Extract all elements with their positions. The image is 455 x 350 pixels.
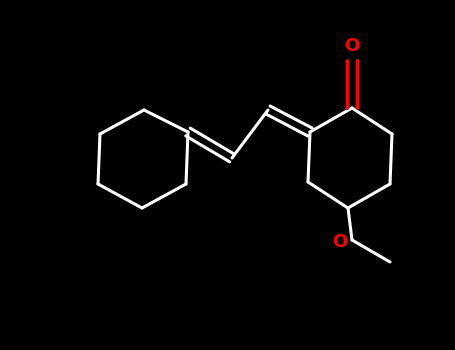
Text: O: O bbox=[344, 37, 359, 55]
Text: O: O bbox=[332, 233, 348, 251]
